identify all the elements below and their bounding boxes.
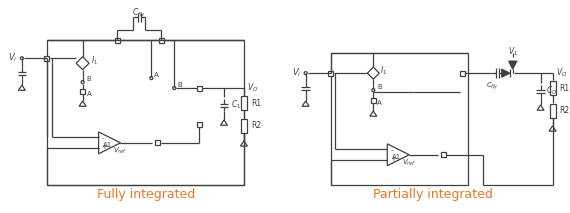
Circle shape (372, 89, 375, 92)
Polygon shape (537, 105, 544, 110)
Text: -: - (390, 147, 393, 153)
Text: B: B (87, 76, 91, 82)
Text: $C_1$: $C_1$ (231, 99, 241, 111)
Bar (328, 71, 333, 76)
Text: $I_1$: $I_1$ (91, 55, 97, 68)
Circle shape (150, 77, 153, 80)
Bar (441, 152, 446, 157)
Text: B: B (177, 82, 182, 88)
Text: R2: R2 (560, 106, 569, 115)
Polygon shape (18, 85, 26, 90)
Text: +: + (390, 156, 396, 162)
Text: A: A (154, 72, 159, 78)
Text: R1: R1 (560, 83, 569, 93)
Bar (159, 38, 164, 43)
Text: B: B (377, 84, 382, 90)
Text: $C_O$: $C_O$ (545, 85, 557, 97)
Text: -: - (101, 135, 104, 141)
Text: $V_1$: $V_1$ (508, 46, 518, 58)
Text: +: + (101, 144, 107, 150)
Bar (115, 38, 120, 43)
Polygon shape (508, 61, 516, 69)
Text: Partially integrated: Partially integrated (373, 188, 493, 201)
Circle shape (304, 72, 307, 75)
Polygon shape (76, 57, 89, 70)
Text: A1: A1 (392, 154, 401, 160)
Circle shape (173, 87, 176, 90)
Polygon shape (99, 132, 120, 154)
Bar (197, 122, 202, 127)
Polygon shape (549, 126, 556, 131)
Text: Fully integrated: Fully integrated (97, 188, 196, 201)
Bar (331, 53, 468, 185)
Bar (241, 119, 247, 133)
Text: A1: A1 (103, 142, 112, 148)
Bar (461, 71, 466, 76)
Polygon shape (367, 67, 379, 79)
Text: R1: R1 (251, 99, 261, 108)
Polygon shape (221, 120, 227, 125)
Text: A: A (87, 91, 91, 97)
Polygon shape (370, 111, 377, 116)
Text: $V_i$: $V_i$ (8, 52, 17, 65)
Bar (371, 98, 376, 102)
Bar (549, 104, 556, 118)
Bar (549, 81, 556, 95)
Text: A: A (377, 100, 382, 106)
Polygon shape (241, 141, 247, 146)
Circle shape (21, 57, 23, 60)
Text: $V_{ref}$: $V_{ref}$ (402, 158, 416, 168)
Text: $C_{fly}$: $C_{fly}$ (486, 80, 499, 92)
Bar (47, 40, 244, 185)
Polygon shape (302, 101, 309, 106)
Bar (241, 96, 247, 110)
Text: $V_{ref}$: $V_{ref}$ (113, 146, 128, 156)
Polygon shape (502, 69, 510, 77)
Circle shape (81, 81, 84, 83)
Text: $V_O$: $V_O$ (556, 67, 567, 79)
Bar (44, 56, 49, 61)
Text: $C_{fly}$: $C_{fly}$ (132, 6, 146, 20)
Text: $V_O$: $V_O$ (247, 82, 258, 94)
Text: $I_1$: $I_1$ (380, 65, 388, 77)
Bar (197, 86, 202, 91)
Text: R2: R2 (251, 121, 261, 130)
Bar (155, 140, 160, 145)
Polygon shape (387, 144, 409, 166)
Bar (80, 89, 85, 94)
Text: $V_i$: $V_i$ (292, 67, 301, 79)
Polygon shape (79, 101, 86, 106)
